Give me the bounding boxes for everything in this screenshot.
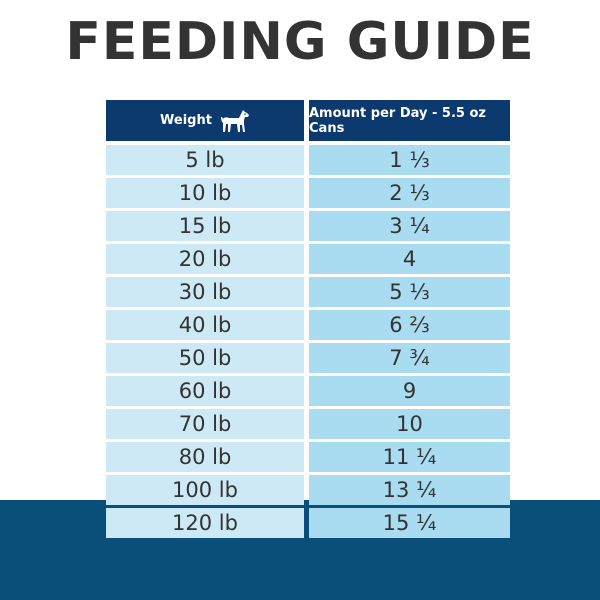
weight-cell: 50 lb <box>106 343 304 373</box>
table-row: 120 lb 15 ¼ <box>106 508 510 541</box>
table-row: 15 lb 3 ¼ <box>106 211 510 244</box>
table-header-row: Weight Amount per Day - 5.5 oz Cans <box>106 100 510 141</box>
amount-cell: 15 ¼ <box>309 508 510 538</box>
table-row: 30 lb 5 ⅓ <box>106 277 510 310</box>
page-title: FEEDING GUIDE <box>65 12 535 72</box>
weight-cell: 40 lb <box>106 310 304 340</box>
table-body: 5 lb 1 ⅓ 10 lb 2 ⅓ 15 lb 3 ¼ 20 lb 4 30 … <box>106 145 510 541</box>
amount-cell: 5 ⅓ <box>309 277 510 307</box>
bottom-band-cap <box>510 500 590 600</box>
table-row: 80 lb 11 ¼ <box>106 442 510 475</box>
table-row: 5 lb 1 ⅓ <box>106 145 510 178</box>
weight-cell: 5 lb <box>106 145 304 175</box>
weight-cell: 20 lb <box>106 244 304 274</box>
amount-cell: 4 <box>309 244 510 274</box>
amount-cell: 3 ¼ <box>309 211 510 241</box>
table-row: 60 lb 9 <box>106 376 510 409</box>
amount-cell: 13 ¼ <box>309 475 510 505</box>
weight-column-header: Weight <box>106 100 304 141</box>
amount-cell: 9 <box>309 376 510 406</box>
table-row: 70 lb 10 <box>106 409 510 442</box>
weight-cell: 120 lb <box>106 508 304 538</box>
weight-cell: 10 lb <box>106 178 304 208</box>
amount-cell: 2 ⅓ <box>309 178 510 208</box>
amount-cell: 10 <box>309 409 510 439</box>
table-row: 100 lb 13 ¼ <box>106 475 510 508</box>
weight-header-label: Weight <box>160 113 212 128</box>
table-row: 50 lb 7 ¾ <box>106 343 510 376</box>
weight-cell: 60 lb <box>106 376 304 406</box>
weight-cell: 30 lb <box>106 277 304 307</box>
table-row: 10 lb 2 ⅓ <box>106 178 510 211</box>
amount-cell: 6 ⅔ <box>309 310 510 340</box>
weight-cell: 100 lb <box>106 475 304 505</box>
weight-cell: 70 lb <box>106 409 304 439</box>
table-row: 40 lb 6 ⅔ <box>106 310 510 343</box>
amount-cell: 1 ⅓ <box>309 145 510 175</box>
feeding-table: Weight Amount per Day - 5.5 oz Cans 5 lb… <box>106 100 510 538</box>
table-row: 20 lb 4 <box>106 244 510 277</box>
dog-icon <box>220 109 249 132</box>
weight-cell: 80 lb <box>106 442 304 472</box>
amount-cell: 11 ¼ <box>309 442 510 472</box>
amount-column-header: Amount per Day - 5.5 oz Cans <box>309 100 510 141</box>
weight-cell: 15 lb <box>106 211 304 241</box>
amount-cell: 7 ¾ <box>309 343 510 373</box>
